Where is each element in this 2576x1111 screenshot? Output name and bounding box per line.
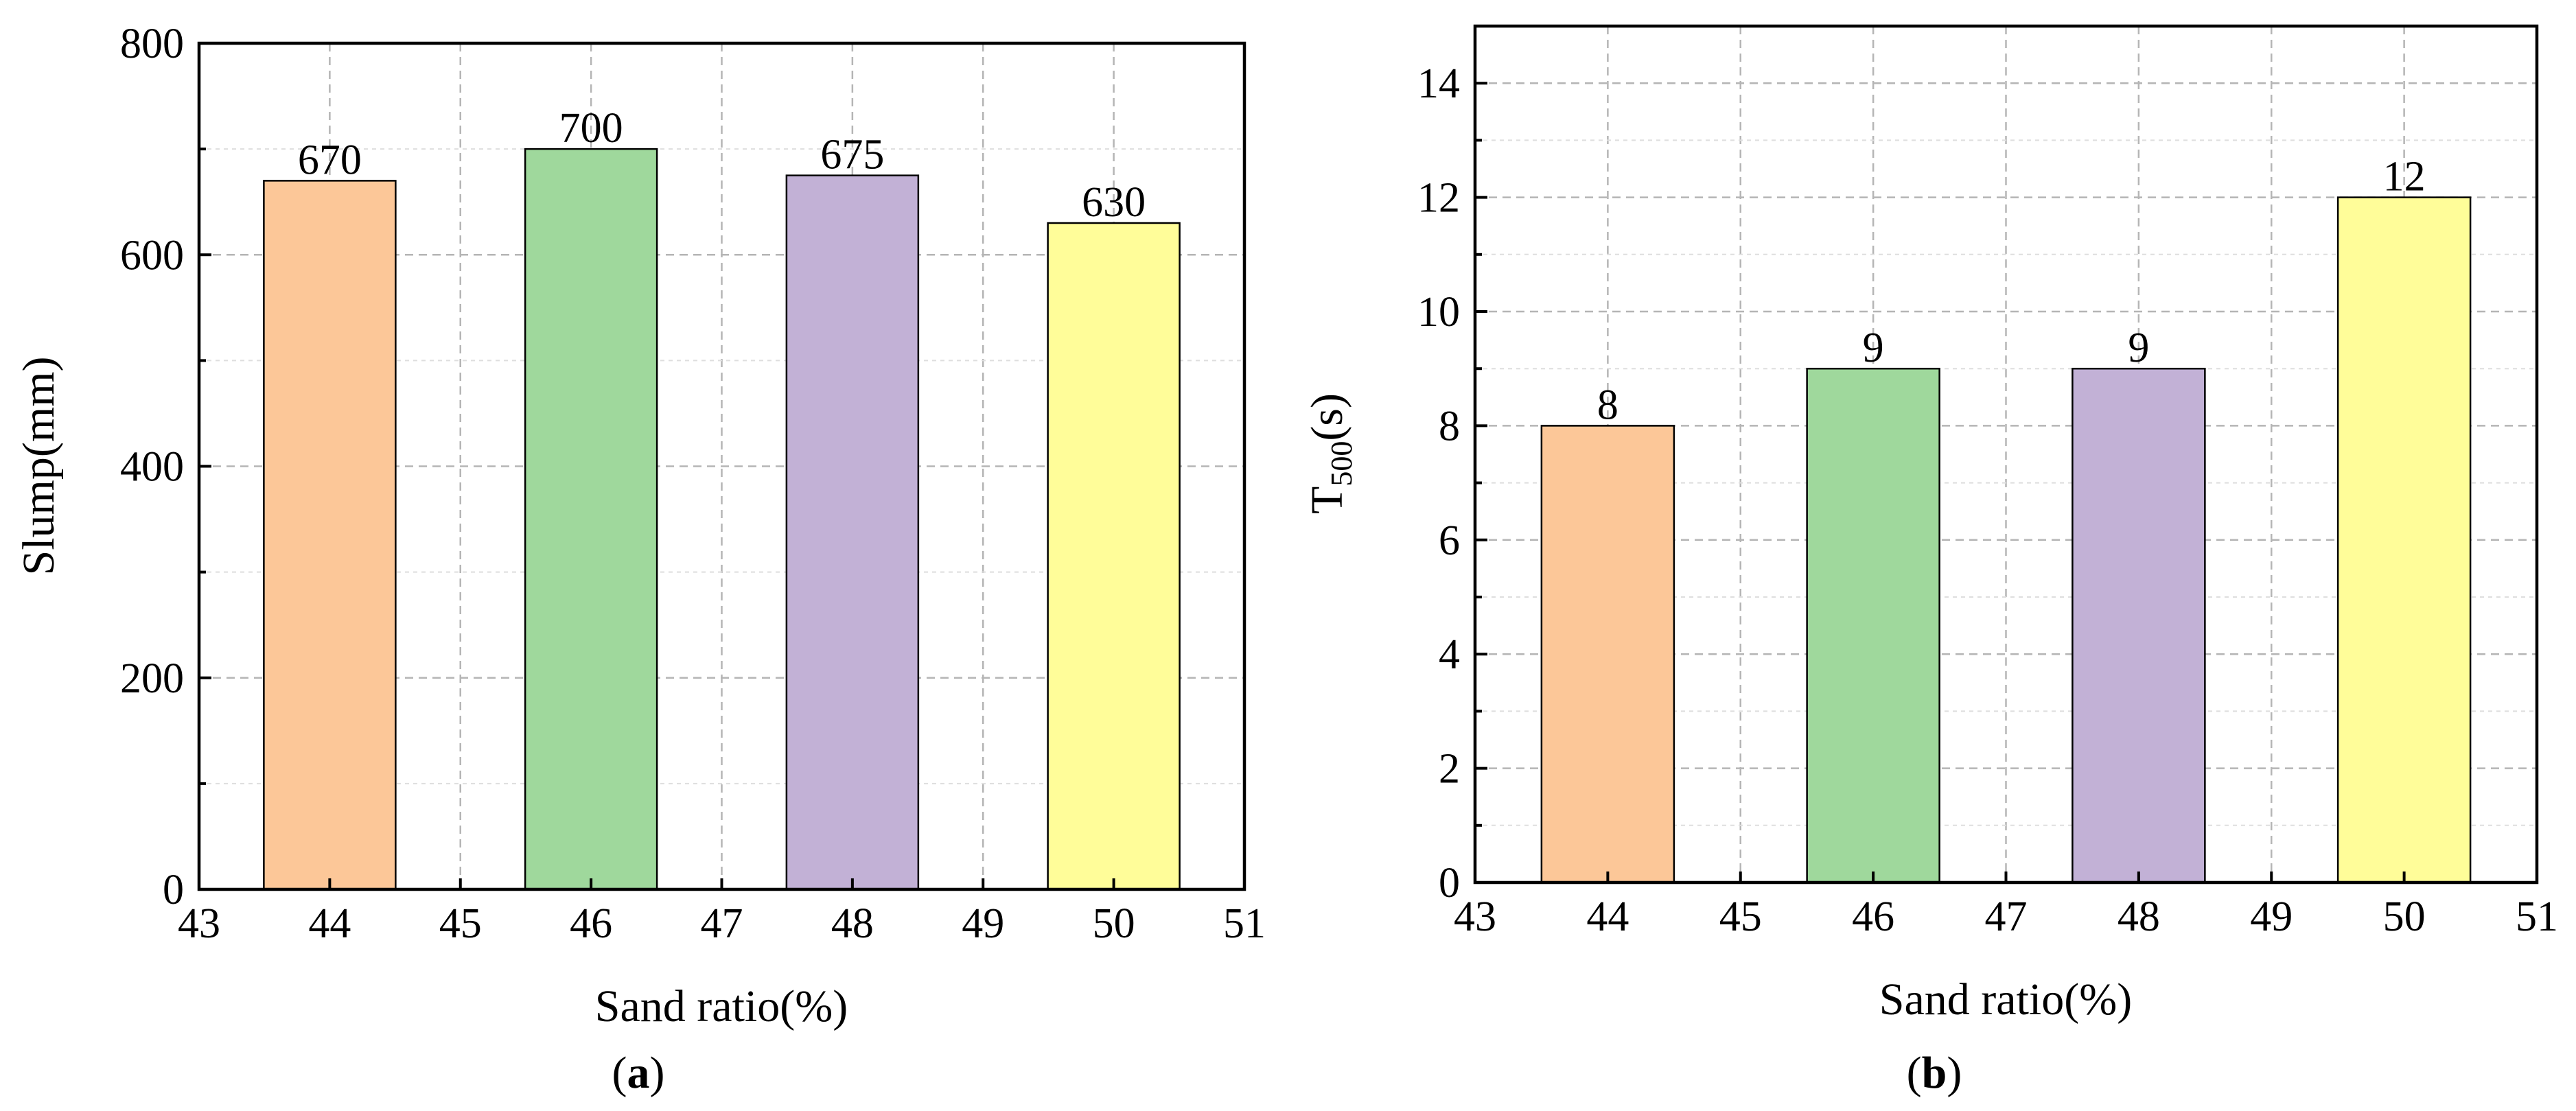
panel-b-x-tick-label-45: 45: [1719, 893, 1762, 940]
panel-a-bar-label-48: 675: [820, 132, 884, 178]
panel-a-caption-open: (: [612, 1048, 627, 1098]
panel-b-x-tick-label-47: 47: [1985, 893, 2028, 940]
panel-b-y-title-rest: (s): [1302, 393, 1352, 441]
panel-b-bar-46: [1806, 367, 1940, 884]
panel-b-bar-label-44: 8: [1597, 382, 1618, 428]
panel-b-bar-label-50: 12: [2383, 154, 2426, 200]
panel-a-x-tick-label-44: 44: [308, 900, 351, 947]
panel-b-caption-open: (: [1907, 1048, 1922, 1098]
panel-b-y-axis-title: T500(s): [1302, 393, 1358, 514]
panel-b-y-tick-label-0: 0: [1439, 860, 1460, 907]
panel-b-x-tick-labels: 43 44 45 46 47 48 49 50 51: [1454, 893, 2558, 940]
panel-a-bar-46: [524, 148, 658, 891]
panel-a-bar-44: [263, 180, 397, 891]
panel-a-y-tick-label-600: 600: [120, 232, 184, 279]
panel-b-y-tick-label-6: 6: [1439, 517, 1460, 564]
panel-a-y-tick-label-200: 200: [120, 655, 184, 702]
panel-b-x-tick-label-43: 43: [1454, 893, 1496, 940]
panel-a-x-tick-label-49: 49: [962, 900, 1004, 947]
panel-b-y-title-sub: 500: [1325, 441, 1358, 487]
panel-a-caption: (a): [612, 1048, 665, 1098]
panel-b-x-tick-label-49: 49: [2250, 893, 2293, 940]
panel-a-bar-label-50: 630: [1082, 179, 1146, 226]
panel-a-x-tick-label-45: 45: [439, 900, 482, 947]
panel-b-x-tick-label-44: 44: [1586, 893, 1629, 940]
panel-a-x-tick-label-50: 50: [1093, 900, 1135, 947]
panel-b-bar-50: [2336, 196, 2472, 884]
panel-a-bars: [263, 148, 1181, 891]
panel-b-x-tick-label-51: 51: [2516, 893, 2558, 940]
panel-a-x-tick-labels: 43 44 45 46 47 48 49 50 51: [178, 900, 1266, 947]
panel-a-x-tick-label-47: 47: [701, 900, 743, 947]
panel-b-y-tick-label-8: 8: [1439, 403, 1460, 449]
panel-a-x-tick-label-51: 51: [1223, 900, 1266, 947]
panel-b-y-tick-labels: 0 2 4 6 8 10 12 14: [1417, 60, 1460, 907]
panel-b-bars: [1540, 196, 2472, 884]
panel-a-bar-50: [1047, 222, 1181, 891]
panel-b-y-tick-label-4: 4: [1439, 631, 1460, 678]
panel-b-y-tick-label-2: 2: [1439, 746, 1460, 793]
panel-a-x-axis-title: Sand ratio(%): [595, 981, 848, 1031]
panel-b-caption: (b): [1907, 1048, 1962, 1098]
panel-b-y-tick-label-10: 10: [1417, 289, 1460, 336]
panel-b-caption-close: ): [1947, 1048, 1962, 1098]
panel-a-y-tick-label-400: 400: [120, 444, 184, 491]
panel-b-data-labels: 8 9 9 12: [1597, 154, 2426, 429]
panel-b-x-tick-label-50: 50: [2383, 893, 2426, 940]
panel-a-caption-close: ): [650, 1048, 665, 1098]
panel-b-bar-44: [1540, 425, 1675, 884]
panel-a-y-tick-label-800: 800: [120, 21, 184, 67]
panel-a-bar-label-44: 670: [298, 137, 362, 183]
panel-a-data-labels: 670 700 675 630: [298, 105, 1146, 226]
panel-b-bar-label-48: 9: [2128, 325, 2149, 371]
panel-a-x-tick-label-48: 48: [831, 900, 874, 947]
panel-a-x-tick-label-43: 43: [178, 900, 220, 947]
panel-b-x-axis-title: Sand ratio(%): [1879, 974, 2132, 1025]
panel-a-ticks: [198, 42, 1246, 891]
panel-b-y-tick-label-14: 14: [1417, 60, 1460, 107]
panel-a-caption-letter: a: [627, 1048, 650, 1098]
panel-b-x-tick-label-48: 48: [2117, 893, 2160, 940]
panel-b-y-tick-label-12: 12: [1417, 175, 1460, 222]
panel-a-x-tick-label-46: 46: [570, 900, 612, 947]
panel-b-y-title-main: T: [1302, 487, 1352, 514]
panel-a-y-tick-labels: 0 200 400 600 800: [120, 21, 184, 913]
panel-a-y-tick-label-0: 0: [163, 867, 184, 913]
panel-b-bar-label-46: 9: [1863, 325, 1884, 371]
panel-b-caption-letter: b: [1922, 1048, 1947, 1098]
panel-a-bar-label-46: 700: [559, 105, 623, 152]
panel-a-bar-48: [785, 174, 920, 891]
panel-b-bar-48: [2072, 367, 2206, 884]
panel-a-y-axis-title: Slump(mm): [14, 356, 64, 575]
panel-b-x-tick-label-46: 46: [1852, 893, 1894, 940]
panel-b-ticks: [1474, 82, 2538, 884]
